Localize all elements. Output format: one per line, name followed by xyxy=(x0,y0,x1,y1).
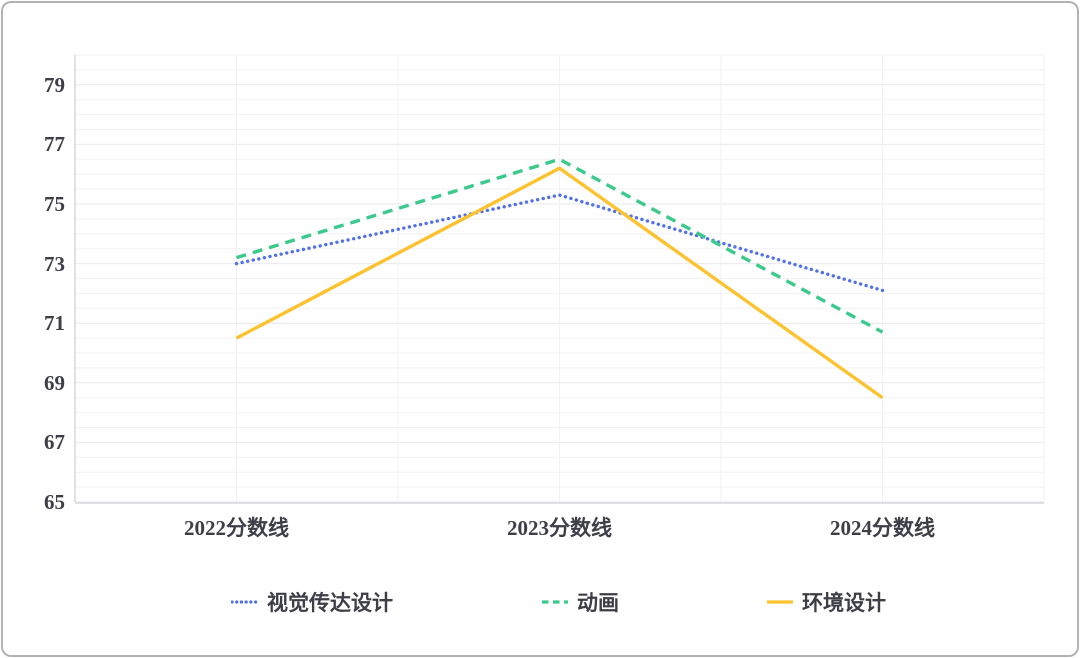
y-axis-tick-label: 73 xyxy=(44,251,65,276)
legend-label: 动画 xyxy=(577,591,619,615)
legend-item-3[interactable]: 环境设计 xyxy=(766,588,886,616)
y-axis-tick-label: 67 xyxy=(44,430,65,455)
solid-line-swatch-icon xyxy=(767,600,793,604)
y-axis-tick-label: 65 xyxy=(44,490,65,514)
x-axis-tick-label: 2023分数线 xyxy=(507,516,612,540)
y-axis-tick-label: 69 xyxy=(44,370,65,395)
legend-label: 环境设计 xyxy=(802,591,886,615)
chart-legend: 视觉传达设计 动画 环境设计 xyxy=(3,588,1077,618)
dashed-line-swatch-icon xyxy=(542,600,568,604)
line-chart: 79 77 75 73 71 69 67 65 2022分数线 2023分数线 2024分数线 视… xyxy=(3,3,1077,655)
series-line-dotted xyxy=(234,193,885,293)
y-axis-tick-label: 77 xyxy=(44,132,65,157)
series-line-solid xyxy=(235,166,884,400)
legend-label: 视觉传达设计 xyxy=(267,591,393,615)
series-line-dashed xyxy=(236,157,884,334)
x-axis-tick-label: 2022分数线 xyxy=(184,516,289,540)
y-axis-tick-label: 75 xyxy=(44,192,65,216)
legend-item-2[interactable]: 动画 xyxy=(541,588,619,616)
legend-item-1[interactable]: 视觉传达设计 xyxy=(231,588,393,616)
dotted-line-swatch-icon xyxy=(231,600,259,604)
y-axis-tick-label: 79 xyxy=(44,72,65,97)
chart-canvas xyxy=(74,54,1045,504)
x-axis-tick-label: 2024分数线 xyxy=(830,516,935,540)
y-axis-tick-label: 71 xyxy=(44,311,65,336)
